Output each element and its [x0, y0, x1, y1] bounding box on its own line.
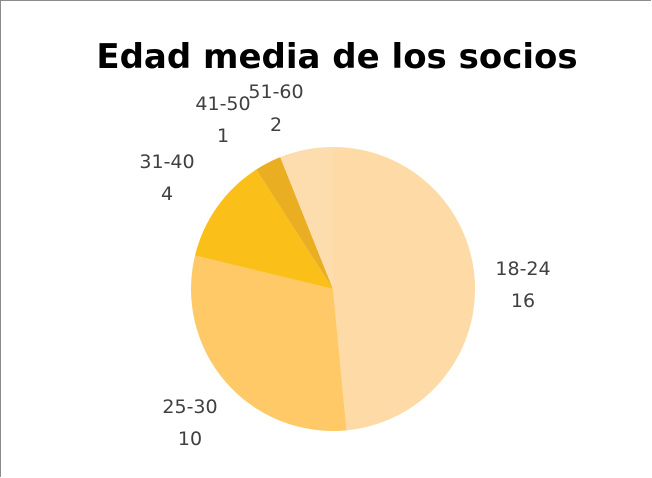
data-label-value-41-50: 1 — [217, 125, 229, 147]
data-label-value-31-40: 4 — [161, 183, 173, 205]
chart-title: Edad media de los socios — [96, 37, 578, 77]
data-label-category-41-50: 41-50 — [195, 93, 250, 115]
pie-slices — [190, 147, 476, 432]
pie-slice-51-60[interactable] — [280, 147, 333, 289]
data-label-value-25-30: 10 — [178, 428, 202, 450]
pie-slice-18-24[interactable] — [333, 147, 476, 431]
pie-slice-41-50[interactable] — [256, 157, 333, 289]
pie-slice-25-30[interactable] — [190, 255, 347, 432]
data-label-category-51-60: 51-60 — [248, 81, 303, 103]
data-label-category-18-24: 18-24 — [495, 258, 550, 280]
pie-data-labels: 18-24 16 25-30 10 31-40 4 41-50 1 51-60 2 — [139, 81, 550, 450]
data-label-category-25-30: 25-30 — [162, 396, 217, 418]
pie-slice-31-40[interactable] — [195, 169, 333, 289]
data-label-value-18-24: 16 — [511, 290, 535, 312]
data-label-category-31-40: 31-40 — [139, 151, 194, 173]
data-label-value-51-60: 2 — [270, 114, 282, 136]
